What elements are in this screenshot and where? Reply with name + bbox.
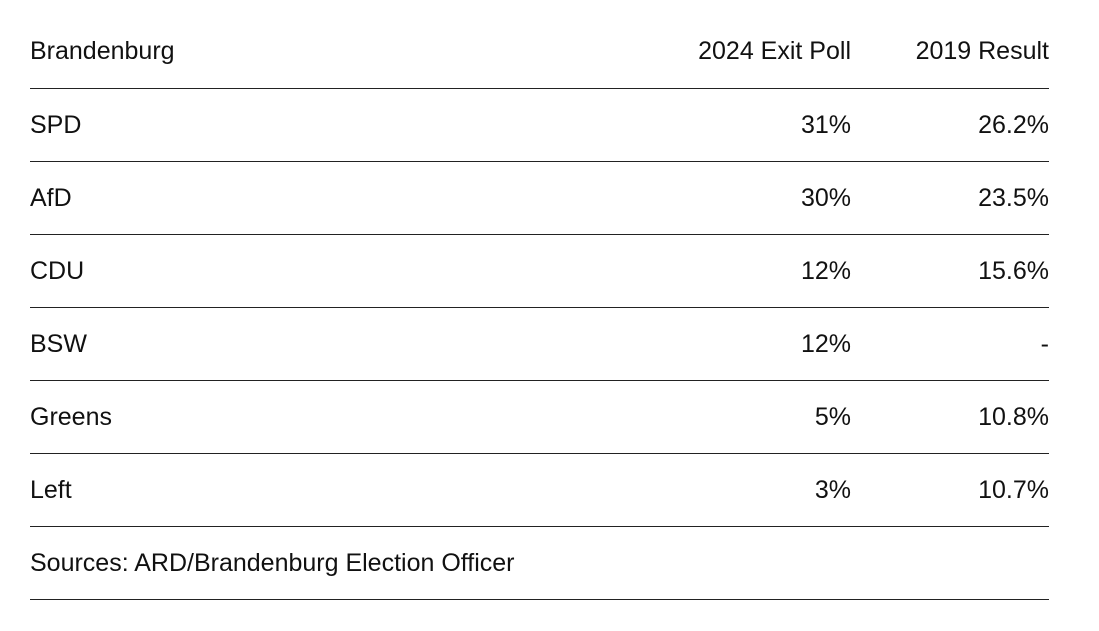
exit-poll-value: 30% [800, 183, 851, 212]
party-name: BSW [30, 329, 87, 358]
exit-poll-value: 3% [814, 475, 851, 504]
table-row: AfD 30% 23.5% [30, 162, 1049, 235]
result-2019-value: 10.7% [978, 475, 1049, 504]
party-name: Left [30, 475, 72, 504]
exit-poll-value: 5% [814, 402, 851, 431]
results-table: Brandenburg 2024 Exit Poll 2019 Result S… [30, 15, 1049, 600]
table-row: CDU 12% 15.6% [30, 235, 1049, 308]
exit-poll-value: 12% [800, 329, 851, 358]
result-2019-value: 23.5% [978, 183, 1049, 212]
exit-poll-value: 12% [800, 256, 851, 285]
source-note: Sources: ARD/Brandenburg Election Office… [30, 548, 515, 577]
table-row: BSW 12% - [30, 308, 1049, 381]
party-name: SPD [30, 110, 82, 139]
column-header-region: Brandenburg [30, 37, 175, 65]
result-2019-value: 10.8% [978, 402, 1049, 431]
result-2019-value: 26.2% [978, 110, 1049, 139]
party-name: AfD [30, 183, 72, 212]
party-name: CDU [30, 256, 85, 285]
source-row: Sources: ARD/Brandenburg Election Office… [30, 527, 1049, 600]
exit-poll-value: 31% [800, 110, 851, 139]
result-2019-value: 15.6% [978, 256, 1049, 285]
table-row: Greens 5% 10.8% [30, 381, 1049, 454]
table-header-row: Brandenburg 2024 Exit Poll 2019 Result [30, 15, 1049, 89]
table-row: Left 3% 10.7% [30, 454, 1049, 527]
party-name: Greens [30, 402, 112, 431]
column-header-2019-result: 2019 Result [915, 37, 1049, 65]
column-header-exit-poll: 2024 Exit Poll [698, 37, 851, 65]
table-row: SPD 31% 26.2% [30, 89, 1049, 162]
result-2019-value: - [1040, 329, 1049, 358]
